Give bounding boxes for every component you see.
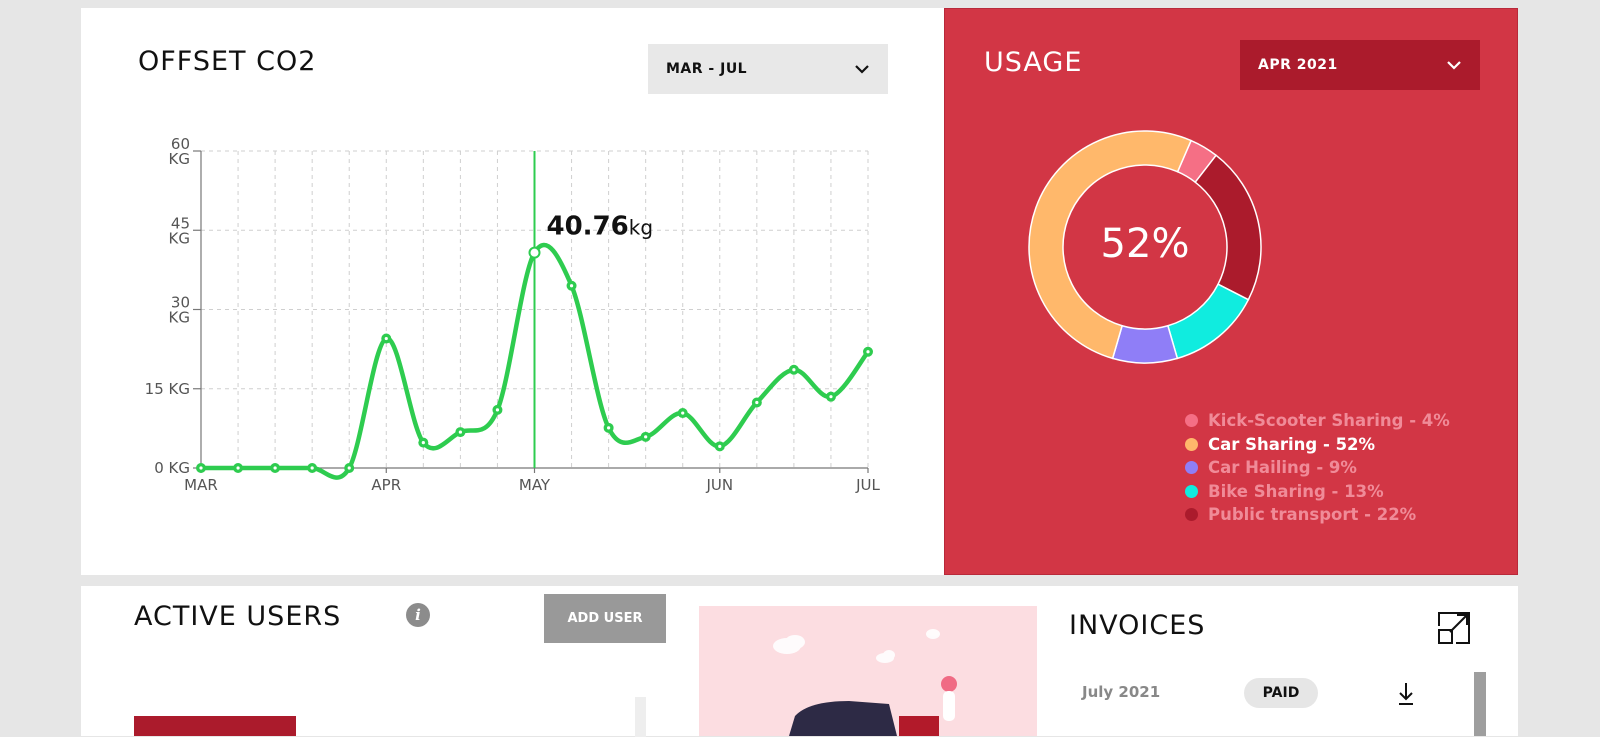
chevron-down-icon [1447,61,1461,70]
legend-label: Bike Sharing - 13% [1208,481,1384,501]
legend-dot [1185,484,1198,498]
usage-donut-chart [1028,130,1262,364]
offset-co2-title: OFFSET CO2 [138,46,317,77]
tooltip-label: 40.76kg [547,212,654,242]
x-tick-label: JUL [855,476,880,494]
y-tick-label: 0 KG [154,459,190,477]
user-list-scrollbar[interactable] [635,697,646,737]
legend-dot [1185,414,1198,428]
tooltip-unit: kg [629,216,653,240]
legend-label: Car Hailing - 9% [1208,458,1357,478]
legend-dot [1185,461,1198,475]
y-tick-label: 30 KG [169,294,190,327]
y-tick-label-line: 60 [171,135,190,153]
invoice-month: July 2021 [1082,683,1161,701]
info-icon[interactable]: i [406,603,430,627]
usage-legend: Kick-Scooter Sharing - 4% Car Sharing - 5… [1185,409,1450,527]
y-tick-label: 15 KG [145,380,190,398]
data-point-center [421,441,425,445]
data-point-center [310,466,314,470]
legend-item[interactable]: Car Sharing - 52% [1185,433,1450,457]
x-tick-label: APR [371,476,401,494]
data-point-center [644,435,648,439]
legend-item[interactable]: Bike Sharing - 13% [1185,480,1450,504]
y-tick-label-line: KG [169,229,190,247]
data-point-center [458,430,462,434]
data-point-center [199,466,203,470]
car-illustration [773,629,957,736]
expand-icon[interactable] [1436,610,1472,646]
legend-label: Kick-Scooter Sharing - 4% [1208,411,1450,431]
data-point-center [495,408,500,412]
y-tick-label-line: KG [169,150,190,168]
y-tick-label-line: KG [169,309,190,327]
x-tick-label: MAY [519,476,551,494]
data-point-center [236,466,240,470]
chevron-down-icon [855,65,869,74]
x-tick-label: MAR [184,476,218,494]
user-tab-active[interactable] [134,716,296,736]
data-point-center [866,350,870,354]
data-point-center [607,426,611,430]
donut-slice [1166,283,1250,360]
bottom-card: ACTIVE USERS i ADD USER INVOICES July 20… [81,586,1518,737]
legend-label: Car Sharing - 52% [1208,434,1376,454]
legend-dot [1185,437,1198,451]
data-point-center [347,466,351,470]
usage-title: USAGE [984,47,1083,78]
data-point-center [755,400,759,405]
legend-dot [1185,508,1198,522]
offset-co2-card: OFFSET CO2 MAR - JUL 0 KG 15 KG 30 KG 45 KG 60… [81,8,945,575]
y-tick-label-line: 30 [171,294,190,312]
y-tick-label: 45 KG [169,214,190,247]
legend-item[interactable]: Kick-Scooter Sharing - 4% [1185,409,1450,433]
month-value: APR 2021 [1258,57,1338,73]
download-icon[interactable] [1396,681,1416,707]
invoice-list-scrollbar[interactable] [1474,672,1486,736]
data-point-center [681,411,685,415]
data-point-center [792,368,796,372]
illustration [699,606,1037,736]
month-select[interactable]: APR 2021 [1240,40,1480,90]
status-badge: PAID [1244,678,1318,708]
donut-center-label: 52% [1100,221,1190,267]
legend-label: Public transport - 22% [1208,505,1417,525]
y-tick-label-line: 45 [171,214,190,232]
usage-card: USAGE APR 2021 52% Kick-Scooter Sharing … [944,8,1518,575]
data-point-center [273,466,277,470]
co2-series-line [198,242,871,480]
add-user-button[interactable]: ADD USER [544,594,666,643]
y-tick-label: 60 KG [169,135,190,168]
date-range-select[interactable]: MAR - JUL [648,44,888,94]
data-point-center [829,395,833,399]
tooltip-value: 40.76 [547,212,629,242]
data-point-center [569,284,574,288]
x-tick-label: JUN [705,476,733,494]
legend-item[interactable]: Public transport - 22% [1185,503,1450,527]
date-range-value: MAR - JUL [666,61,748,77]
legend-item[interactable]: Car Hailing - 9% [1185,456,1450,480]
active-users-title: ACTIVE USERS [134,601,342,632]
data-point-center [718,444,722,448]
data-point-center [384,336,388,341]
donut-slice [1028,130,1193,360]
invoices-title: INVOICES [1069,610,1206,641]
donut-slice [1111,324,1179,364]
data-point-highlight [528,246,541,259]
